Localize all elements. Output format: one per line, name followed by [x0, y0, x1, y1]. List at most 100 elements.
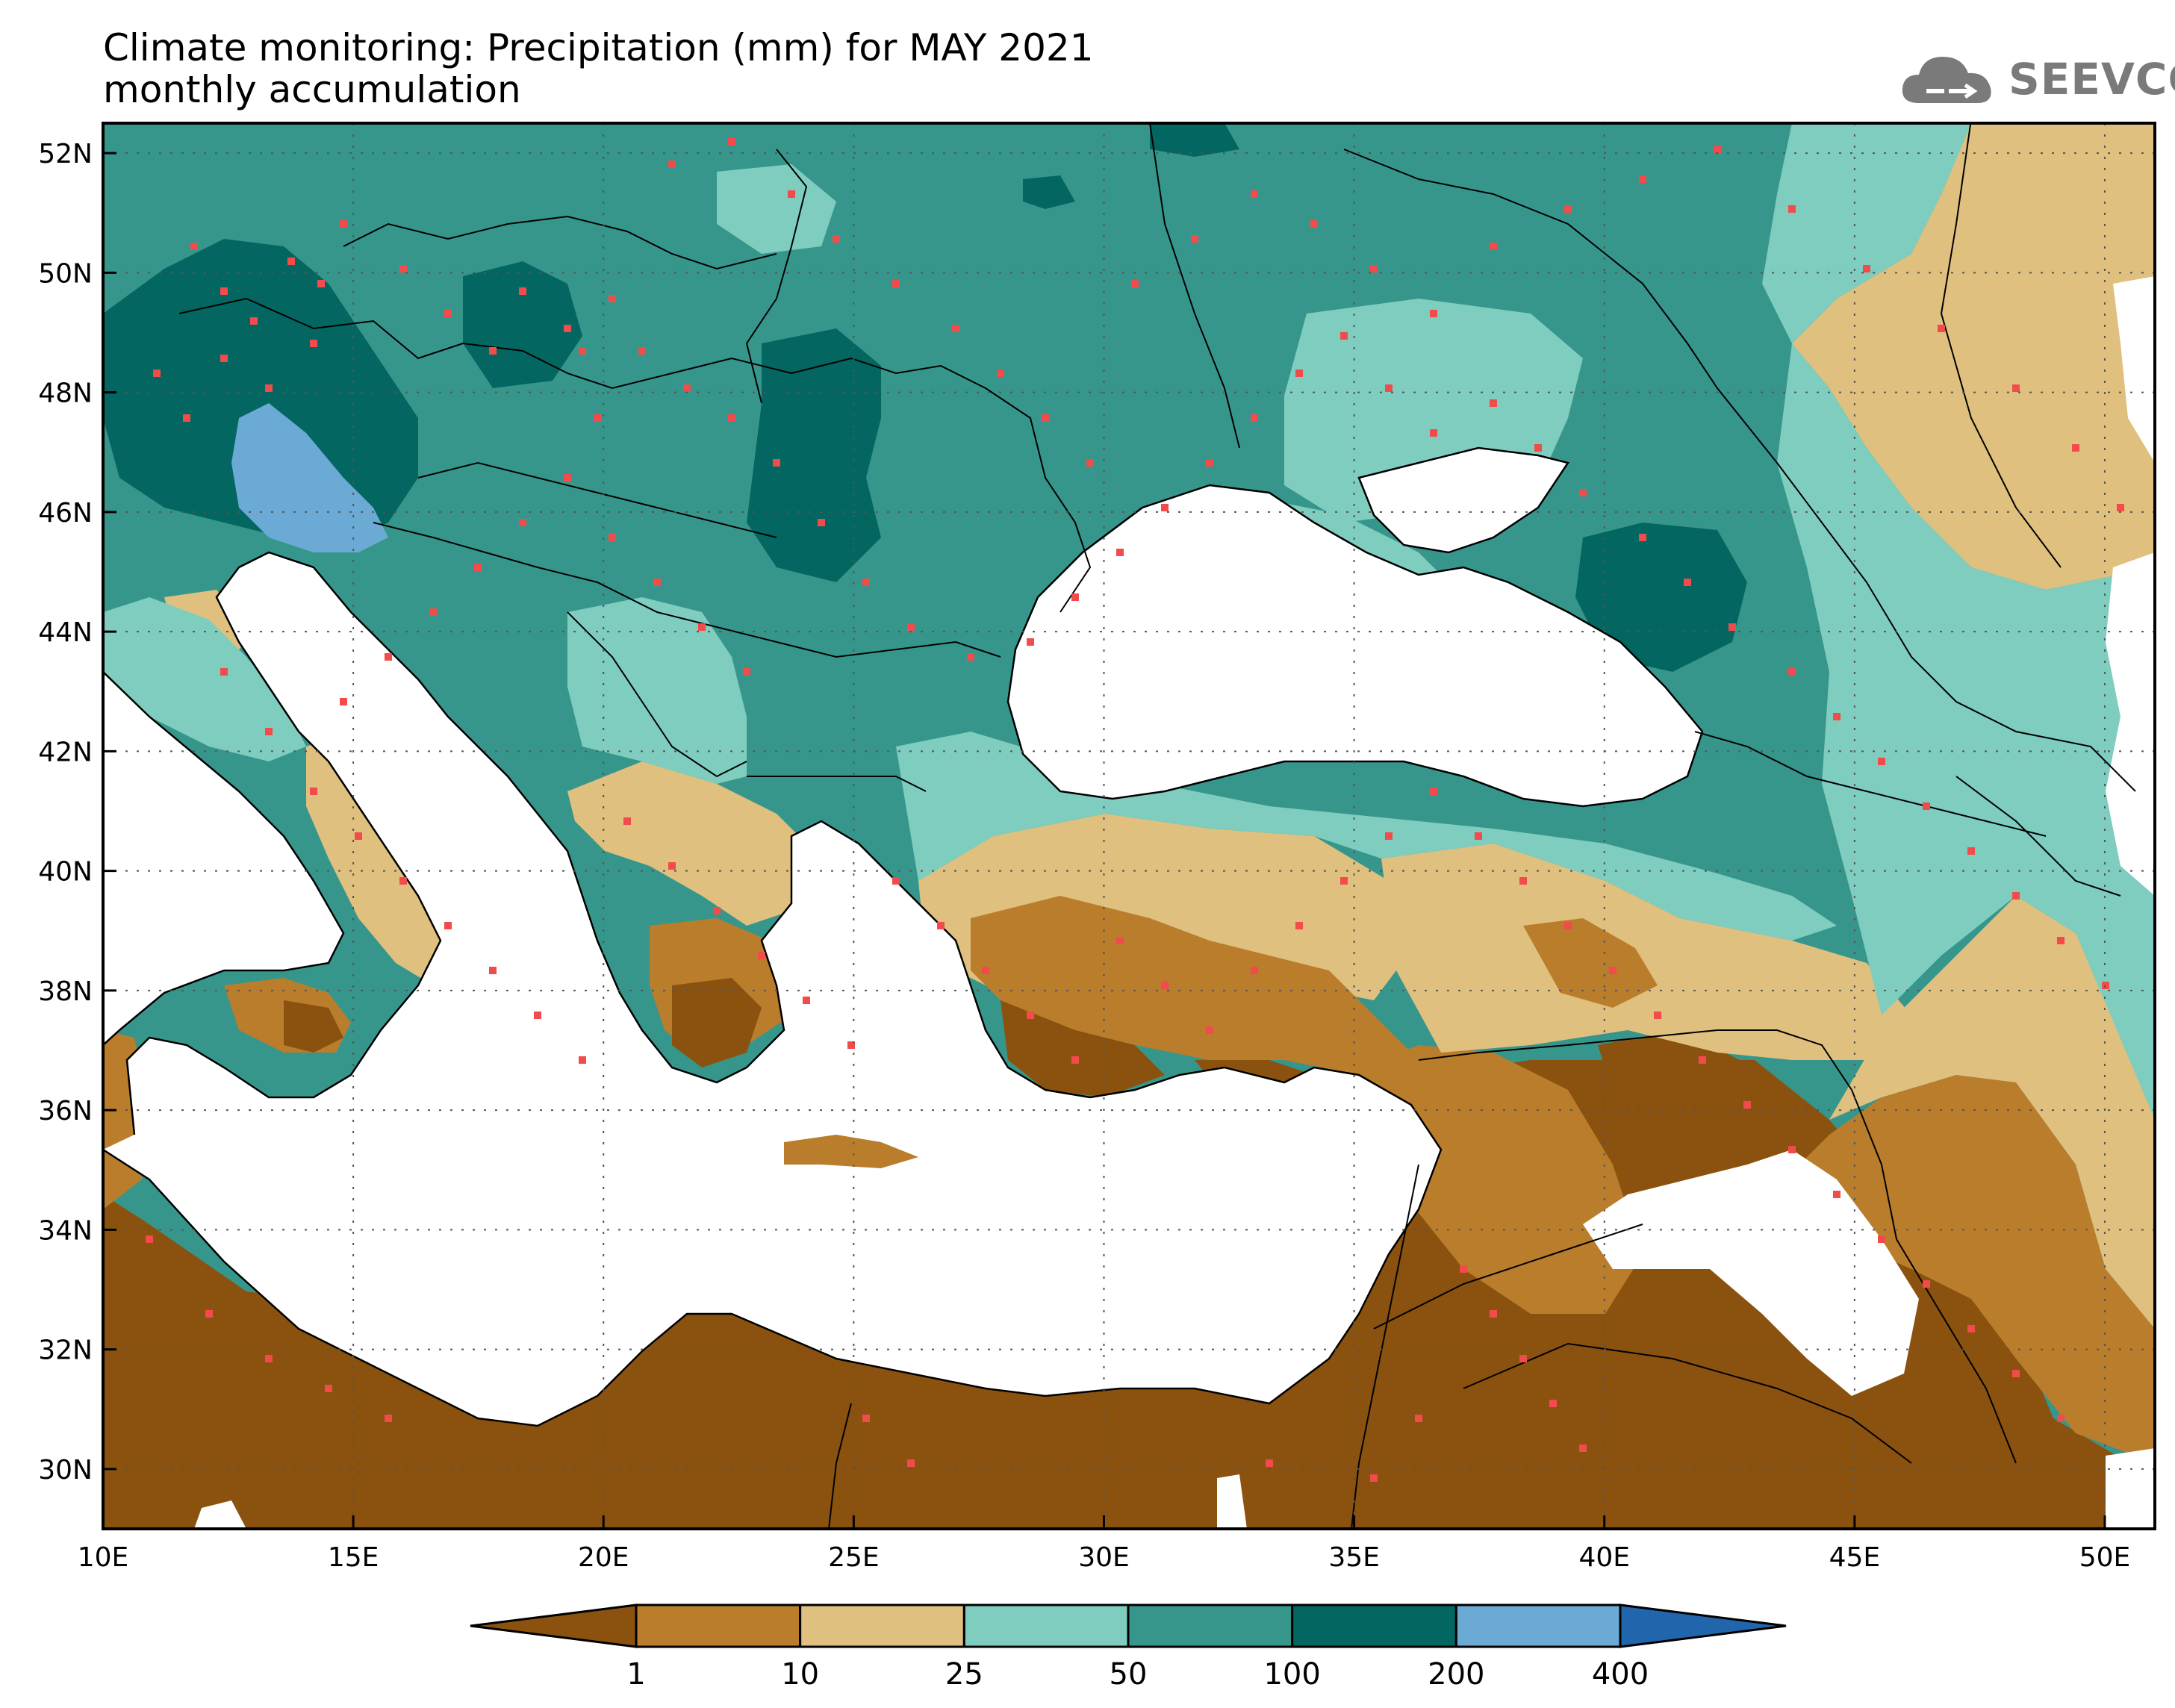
station-marker [967, 653, 974, 661]
colorbar-box [1127, 1603, 1294, 1648]
station-marker [1295, 922, 1303, 929]
station-marker [1027, 638, 1034, 646]
station-marker [1639, 175, 1646, 183]
station-marker [609, 295, 616, 302]
station-marker [1788, 668, 1796, 676]
station-marker [1027, 1012, 1034, 1019]
station-marker [579, 1056, 586, 1064]
station-marker [317, 280, 325, 287]
map-frame [102, 122, 2156, 1530]
station-marker [1370, 1474, 1378, 1482]
station-marker [429, 608, 437, 616]
coastlines [103, 446, 1704, 1427]
station-marker [1295, 370, 1303, 377]
station-marker [1863, 265, 1870, 272]
station-marker [1490, 243, 1497, 250]
station-marker [1833, 1191, 1840, 1198]
lon-tick-label: 30E [1078, 1542, 1130, 1573]
colorbar-label: 100 [1263, 1657, 1320, 1692]
station-marker [1116, 937, 1124, 944]
station-marker [340, 220, 347, 228]
station-marker [564, 474, 571, 481]
station-marker [1251, 967, 1258, 974]
map-axes: 10E 15E 20E 25E 30E 35E 40E 45E 50E 30N 32N 34N 36N 3… [38, 139, 2130, 1573]
station-marker [1654, 1012, 1661, 1019]
station-marker [1161, 504, 1169, 511]
station-marker [1340, 332, 1348, 340]
station-marker [1340, 877, 1348, 885]
station-marker [982, 967, 989, 974]
lon-tick-label: 50E [2079, 1542, 2131, 1573]
station-marker [1923, 802, 1930, 810]
station-marker [1967, 847, 1975, 855]
station-marker [1415, 1415, 1422, 1422]
station-marker [1086, 459, 1094, 467]
station-marker [1460, 1265, 1467, 1273]
station-marker [1206, 1026, 1213, 1034]
station-marker [1923, 1280, 1930, 1288]
station-marker [892, 877, 900, 885]
station-marker [698, 623, 706, 631]
station-marker [399, 877, 407, 885]
colorbar-label: 50 [1110, 1657, 1148, 1692]
station-marker [1490, 1310, 1497, 1318]
station-marker [743, 668, 750, 676]
lat-tick-label: 40N [38, 857, 93, 888]
station-marker [952, 325, 959, 332]
station-marker [205, 1310, 213, 1318]
station-marker [146, 1235, 153, 1243]
station-marker [220, 287, 228, 295]
station-marker [1430, 310, 1437, 317]
station-marker [1071, 1056, 1079, 1064]
station-marker [444, 922, 452, 929]
seevccc-logo: SEEVCCC [1896, 45, 2175, 112]
station-marker [220, 355, 228, 362]
station-marker [1430, 429, 1437, 437]
station-marker [489, 347, 497, 355]
station-marker [713, 907, 721, 914]
station-marker [907, 623, 915, 631]
lat-tick-label: 38N [38, 976, 93, 1007]
colorbar-box [799, 1603, 965, 1648]
station-marker [1519, 877, 1527, 885]
lat-tick-label: 52N [38, 139, 93, 169]
lat-tick-label: 32N [38, 1335, 93, 1366]
station-marker [623, 817, 631, 825]
station-marker [818, 519, 825, 526]
station-marker [1729, 623, 1736, 631]
station-marker [1833, 713, 1840, 720]
station-marker [1938, 325, 1945, 332]
station-marker [862, 579, 870, 586]
station-marker [2102, 982, 2109, 989]
station-marker [907, 1459, 915, 1467]
station-marker [1743, 1101, 1751, 1109]
station-marker [1878, 758, 1885, 765]
map-subtitle: monthly accumulation [103, 68, 521, 111]
station-marker [1519, 1355, 1527, 1362]
colorbar-label: 1 [626, 1657, 645, 1692]
station-marker [1684, 579, 1691, 586]
station-marker [1564, 205, 1572, 213]
lat-tick-label: 46N [38, 498, 93, 529]
station-marker [1071, 593, 1079, 601]
station-marker [474, 564, 482, 571]
station-marker [668, 160, 676, 168]
station-marker [534, 1012, 541, 1019]
station-marker [833, 235, 840, 243]
station-marker [1310, 220, 1318, 228]
station-marker [638, 347, 646, 355]
station-marker [1788, 1146, 1796, 1153]
station-markers [146, 138, 2124, 1482]
station-marker [1116, 549, 1124, 556]
station-marker [997, 370, 1004, 377]
station-marker [355, 832, 362, 840]
station-marker [609, 534, 616, 541]
station-marker [594, 414, 601, 422]
station-marker [579, 347, 586, 355]
colorbar-label: 10 [781, 1657, 819, 1692]
station-marker [2057, 1415, 2064, 1422]
lon-tick-label: 40E [1578, 1542, 1630, 1573]
station-marker [1430, 788, 1437, 795]
station-marker [892, 280, 900, 287]
